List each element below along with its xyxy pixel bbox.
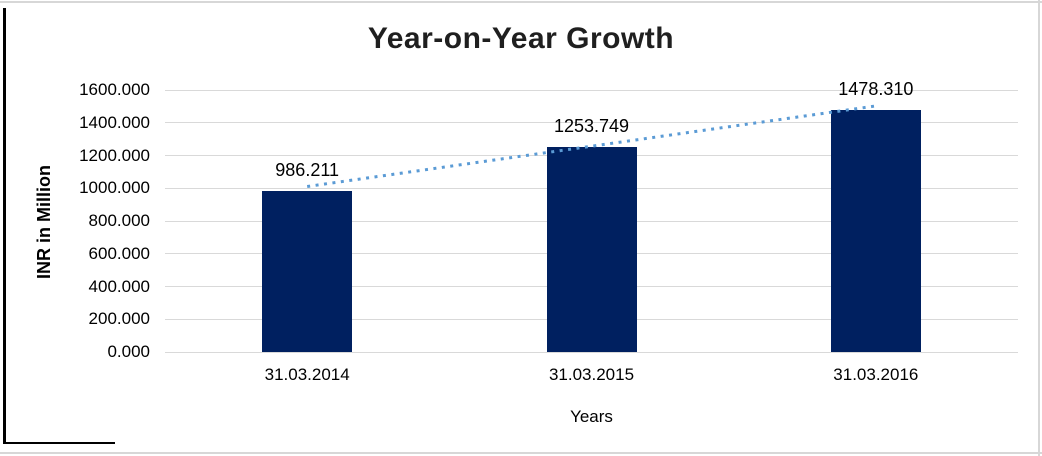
gridline — [165, 122, 1018, 124]
x-axis-title: Years — [570, 407, 613, 426]
frame-edge-bottom — [0, 452, 1042, 454]
x-tick-label: 31.03.2016 — [833, 365, 919, 384]
chart-title: Year-on-Year Growth — [367, 22, 675, 55]
bar-value-label: 1478.310 — [838, 78, 914, 99]
bar — [830, 109, 921, 352]
y-tick-label: 400.000 — [88, 276, 150, 296]
y-tick-label: 1400.000 — [79, 112, 150, 132]
y-tick-label: 1000.000 — [79, 178, 150, 198]
picture-border-left — [3, 8, 6, 444]
y-tick-label: 0.000 — [107, 342, 150, 361]
y-tick-label: 200.000 — [88, 309, 150, 329]
bar-value-label: 1253.749 — [553, 115, 630, 136]
x-tick-label: 31.03.2015 — [548, 365, 635, 384]
plot-area — [165, 89, 1018, 353]
trendline-layer — [306, 104, 877, 188]
y-tick-label: 1200.000 — [79, 145, 150, 165]
frame-edge-right — [1038, 0, 1040, 456]
bar — [546, 146, 637, 352]
y-tick-label: 600.000 — [88, 243, 150, 263]
x-tick-label: 31.03.2014 — [264, 365, 350, 384]
gridline — [165, 351, 1018, 353]
y-tick-label: 800.000 — [88, 211, 150, 230]
frame-edge-top — [0, 1, 1042, 3]
bar — [262, 190, 353, 352]
trendline — [306, 104, 877, 188]
bar-value-label: 986.211 — [275, 159, 340, 180]
gridline — [165, 89, 1018, 91]
y-tick-label: 1600.000 — [79, 80, 150, 99]
picture-border-bottom-left — [3, 442, 115, 444]
